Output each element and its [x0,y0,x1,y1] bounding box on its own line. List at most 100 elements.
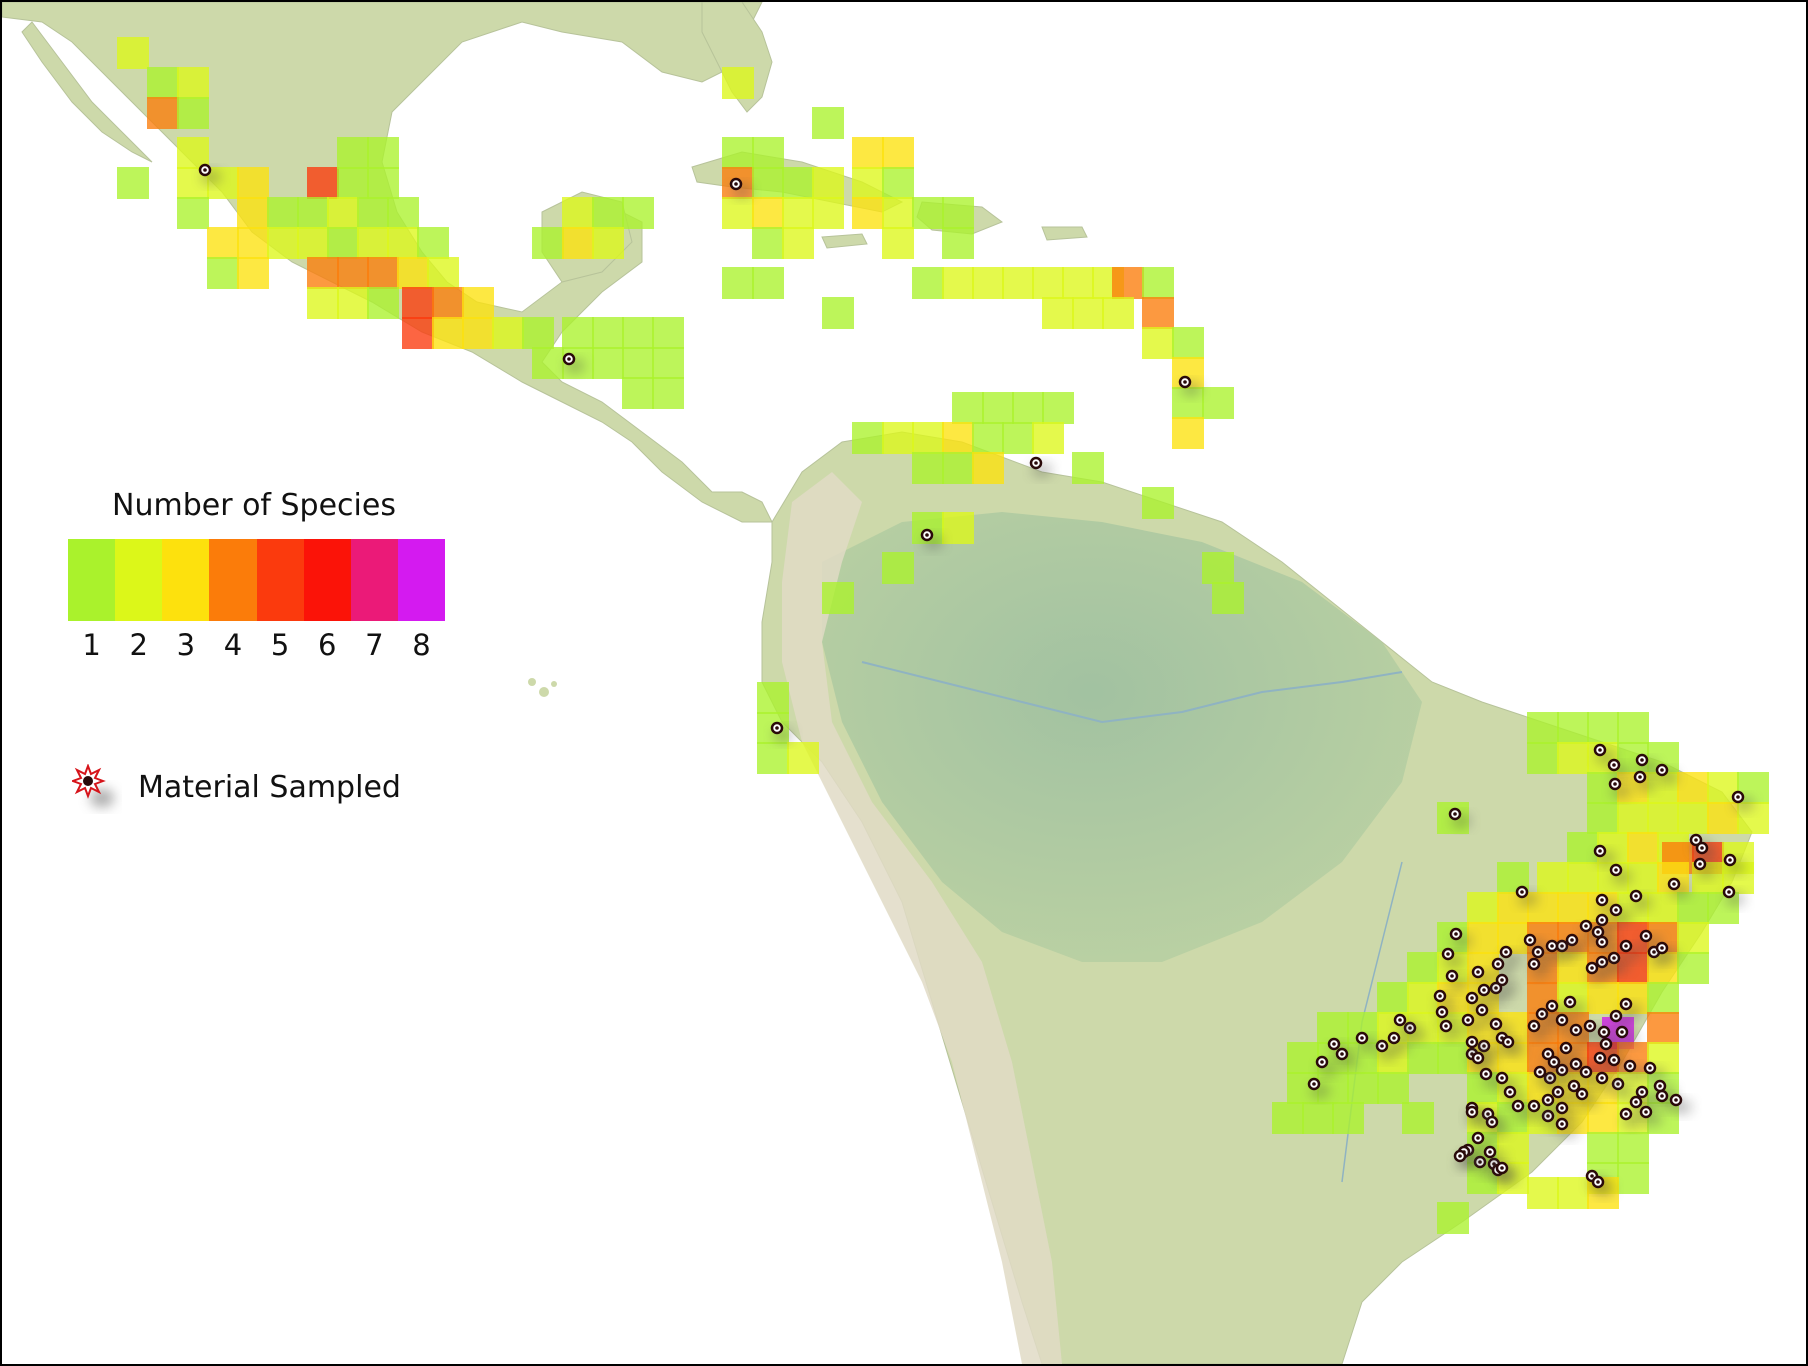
richness-cell [337,257,369,289]
richness-cell [982,392,1014,424]
material-sampled-marker [1527,957,1550,978]
richness-cell [1347,1072,1379,1104]
richness-cell [1587,712,1619,744]
material-sampled-marker [1479,1067,1502,1088]
richness-cell [462,287,494,319]
material-sampled-marker [1593,844,1616,865]
richness-cell [757,682,789,714]
material-sampled-marker [1615,1025,1638,1046]
legend-color-bar [68,539,445,621]
richness-cell [1467,922,1499,954]
material-sampled-marker [1669,1093,1692,1114]
material-sampled-marker [1533,1065,1556,1086]
richness-cell [752,267,784,299]
richness-cell [722,67,754,99]
richness-cell [307,167,339,199]
richness-cell [367,257,399,289]
richness-cell [1032,267,1064,299]
richness-cell [882,552,914,584]
richness-cell [1647,982,1679,1014]
material-sampled-marker [729,177,752,198]
material-sampled-marker [1655,941,1678,962]
material-sampled-marker [1471,1051,1494,1072]
richness-cell [822,297,854,329]
material-sampled-marker [1635,753,1658,774]
legend-label-2: 2 [129,628,148,662]
material-sampled-marker [1731,790,1754,811]
richness-cell [1172,327,1204,359]
richness-cell [1142,487,1174,519]
richness-cell [1677,922,1709,954]
richness-cell [1142,267,1174,299]
material-sampled-marker [1495,1161,1518,1182]
richness-cell [722,137,754,169]
material-sampled-label: Material Sampled [138,770,401,805]
material-sampled-marker [1629,889,1652,910]
richness-cell [1677,772,1709,804]
richness-cell [1587,802,1619,834]
richness-cell [1527,1177,1559,1209]
richness-cell [1557,892,1589,924]
richness-cell [812,107,844,139]
richness-cell [1677,952,1709,984]
richness-cell [432,317,464,349]
richness-cell [462,317,494,349]
legend-label-8: 8 [412,628,431,662]
richness-cell [1287,1042,1319,1074]
richness-cell [337,137,369,169]
richness-cell [1617,712,1649,744]
legend-swatch-8 [397,539,445,621]
legend-swatch-7 [350,539,398,621]
material-sampled-marker [1471,965,1494,986]
richness-cell [402,317,434,349]
richness-cell [492,317,524,349]
richness-cell [782,197,814,229]
material-sampled-marker [920,528,943,549]
legend-label-6: 6 [317,628,337,662]
material-sampled-marker [1393,1013,1416,1034]
richness-cell [1042,297,1074,329]
richness-cell [1537,862,1569,894]
richness-cell [782,227,814,259]
legend-swatch-1 [68,539,116,621]
material-sampled-marker [1599,1037,1622,1058]
richness-cell [1587,1102,1619,1134]
richness-cell [1012,392,1044,424]
material-sampled-marker [1465,1105,1488,1126]
amazon-forest [822,512,1422,962]
richness-cell [652,317,684,349]
richness-cell [592,347,624,379]
material-sampled-marker [1439,1019,1462,1040]
richness-cell [117,37,149,69]
richness-cell [117,167,149,199]
richness-cell [722,267,754,299]
material-sampled-marker [1575,1087,1598,1108]
richness-cell [177,67,209,99]
richness-cell [852,137,884,169]
material-sampled-marker [1335,1047,1358,1068]
richness-cell [147,67,179,99]
richness-cell [1467,892,1499,924]
richness-cell [1587,1132,1619,1164]
richness-cell [327,197,359,229]
legend-swatch-6 [303,539,351,621]
richness-cell [237,197,269,229]
material-sampled-marker [1527,1099,1550,1120]
material-sampled-marker [1499,945,1522,966]
material-sampled-marker [1445,969,1468,990]
richness-cell [782,167,814,199]
material-sampled-marker [1619,939,1642,960]
legend-swatch-4 [209,539,257,621]
richness-cell [592,227,624,259]
richness-cell [432,287,464,319]
legend-scale-labels: 1 2 3 4 5 6 7 8 [68,628,445,662]
richness-cell [812,167,844,199]
richness-cell [1172,417,1204,449]
richness-cell [942,422,974,454]
material-sampled-icon [72,764,114,807]
richness-cell [942,197,974,229]
material-sampled-marker [1559,1041,1582,1062]
material-sampled-marker [1609,863,1632,884]
richness-cell [1272,1102,1304,1134]
